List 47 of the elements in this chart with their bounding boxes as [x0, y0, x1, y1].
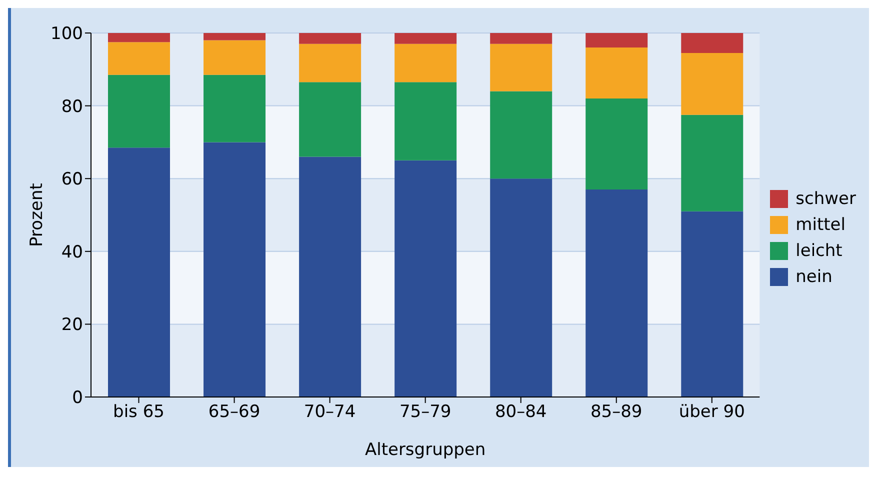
y-axis-title: Prozent: [27, 182, 48, 247]
bar: [586, 190, 648, 397]
bar: [681, 211, 744, 397]
legend-label: leicht: [796, 240, 842, 260]
x-tick-label: über 90: [678, 402, 745, 422]
x-tick-label: 65–69: [208, 402, 260, 422]
x-tick-label: 80–84: [494, 402, 547, 422]
bar: [108, 74, 170, 148]
bar: [394, 44, 457, 82]
y-tick-label: 60: [61, 170, 83, 190]
x-axis-title: Altersgruppen: [364, 440, 486, 460]
bar: [299, 156, 362, 397]
legend-label: mittel: [796, 214, 846, 234]
bar: [394, 160, 457, 397]
bar: [490, 178, 552, 397]
bar: [681, 53, 744, 115]
bar: [490, 44, 552, 92]
bar: [108, 33, 170, 42]
x-tick-label: 70–74: [304, 402, 356, 422]
bar: [586, 48, 648, 99]
y-tick-label: 40: [61, 242, 83, 262]
bar: [299, 82, 362, 157]
bar: [681, 33, 744, 54]
y-tick-label: 0: [72, 388, 83, 408]
legend-label: nein: [796, 266, 832, 286]
bar: [490, 91, 552, 179]
bar: [108, 148, 170, 397]
bar: [586, 98, 648, 190]
bar: [204, 74, 266, 142]
bar: [204, 33, 266, 40]
y-tick-label: 80: [61, 96, 83, 117]
x-tick-label: 85–89: [590, 402, 642, 422]
y-tick-label: 20: [61, 315, 83, 336]
bar: [394, 33, 457, 44]
y-tick-label: 100: [50, 24, 83, 44]
bar: [394, 82, 457, 160]
x-tick-label: 75–79: [399, 402, 452, 422]
bar: [299, 44, 362, 82]
bar: [586, 33, 648, 48]
x-tick-label: bis 65: [113, 402, 164, 422]
bar: [204, 40, 266, 75]
bar: [681, 114, 744, 212]
bar: [490, 33, 552, 44]
legend-label: schwer: [796, 188, 856, 208]
bar: [299, 33, 362, 44]
bar: [204, 142, 266, 397]
bar: [108, 42, 170, 75]
